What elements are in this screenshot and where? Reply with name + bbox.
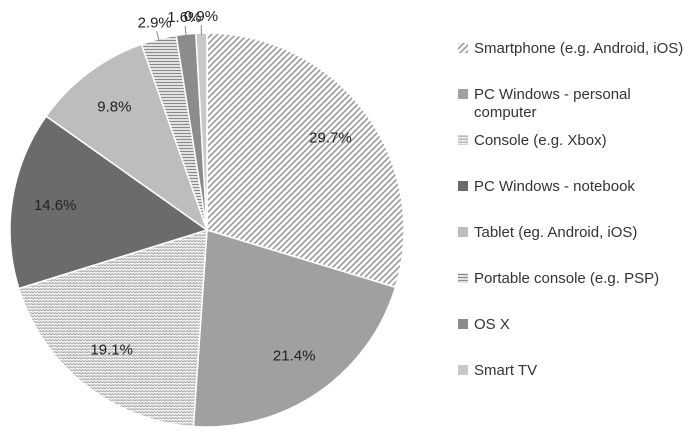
data-label: 19.1% <box>90 341 133 358</box>
legend-label: Smart TV <box>474 362 538 379</box>
pie-slice <box>9 115 209 290</box>
legend-item: Portable console (e.g. PSP) <box>458 270 690 316</box>
legend-item: OS X <box>458 316 690 362</box>
data-label: 21.4% <box>273 348 316 365</box>
legend-swatch <box>458 89 468 99</box>
legend-item: PC Windows - notebook <box>458 178 690 224</box>
legend-label: PC Windows - personal computer <box>474 86 631 121</box>
data-label: 0.9% <box>184 8 218 25</box>
legend-swatch <box>458 319 468 329</box>
pie-slice <box>192 229 397 428</box>
pie-slice <box>206 32 405 289</box>
pie-slice <box>45 43 209 232</box>
legend-label: Tablet (eg. Android, iOS) <box>474 224 638 241</box>
legend-swatch <box>458 227 468 237</box>
legend-swatch <box>458 365 468 375</box>
legend-swatch <box>458 273 468 283</box>
legend-label: OS X <box>474 316 510 333</box>
data-label: 1.6% <box>167 9 201 26</box>
legend-swatch <box>458 181 468 191</box>
leader-line <box>156 31 160 42</box>
legend-item: PC Windows - personal computer <box>458 86 690 132</box>
data-label: 2.9% <box>138 14 172 31</box>
legend-label: Smartphone (e.g. Android, iOS) <box>474 40 684 57</box>
data-label: 14.6% <box>34 197 77 214</box>
legend-label: Console (e.g. Xbox) <box>474 132 607 149</box>
chart: 29.7% 21.4% 19.1% 14.6% 9.8% 2.9%1.6%0.9% <box>9 8 405 428</box>
data-label: 29.7% <box>309 129 352 146</box>
leader-line <box>184 26 187 37</box>
legend-item: Tablet (eg. Android, iOS) <box>458 224 690 270</box>
legend-item: Smartphone (e.g. Android, iOS) <box>458 40 690 86</box>
legend-swatch <box>458 43 468 53</box>
legend-item: Smart TV <box>458 362 690 408</box>
pie-slice <box>17 228 208 428</box>
legend-label: PC Windows - notebook <box>474 178 635 195</box>
legend-swatch <box>458 135 468 145</box>
legend-label: Portable console (e.g. PSP) <box>474 270 660 287</box>
legend-item: Console (e.g. Xbox) <box>458 132 690 178</box>
legend: Smartphone (e.g. Android, iOS) PC Windows… <box>458 40 690 408</box>
data-label: 9.8% <box>97 98 131 115</box>
